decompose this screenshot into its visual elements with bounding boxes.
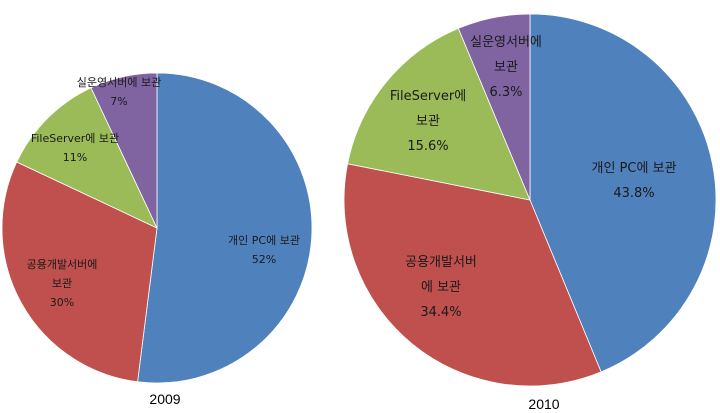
- pie-slice-fileserver: [16, 87, 158, 229]
- slice-value-label-shared-dev-server: 34.4%: [420, 305, 461, 320]
- slice-name-label-production-server: 실운영서버에 보관: [77, 76, 161, 89]
- slice-name-label-production-server: 실운영서버에: [470, 35, 542, 50]
- pie-slice-personal-pc: [137, 72, 313, 384]
- pie-slice-personal-pc: [529, 13, 717, 373]
- pie-slice-shared-dev-server: [343, 163, 602, 387]
- pie-chart-2010: 개인 PC에 보관 43.8% 공용개발서버에 보관 34.4% FileServer에…: [343, 13, 717, 387]
- slice-name-label-shared-dev-server: 에 보관: [421, 280, 461, 295]
- slice-name-label-shared-dev-server: 공용개발서버: [405, 255, 477, 270]
- caption-2010: 2010: [528, 396, 559, 412]
- slice-value-label-personal-pc: 43.8%: [613, 186, 654, 201]
- slice-name-label-personal-pc: 개인 PC에 보관: [592, 161, 677, 176]
- slice-value-label-fileserver: 11%: [63, 151, 87, 164]
- slice-name-label-fileserver: 보관: [416, 114, 440, 129]
- pie-slice-fileserver: [347, 27, 531, 201]
- pie-slice-production-server: [457, 13, 531, 201]
- slice-value-label-production-server: 7%: [110, 95, 127, 108]
- caption-2009: 2009: [149, 391, 180, 407]
- slice-value-label-personal-pc: 52%: [252, 253, 276, 266]
- slice-value-label-shared-dev-server: 30%: [50, 296, 74, 309]
- slice-name-label-fileserver: FileServer에: [390, 89, 466, 104]
- slice-value-label-fileserver: 15.6%: [407, 139, 448, 154]
- slice-name-label-fileserver: FileServer에 보관: [31, 132, 119, 145]
- slice-name-label-personal-pc: 개인 PC에 보관: [228, 234, 300, 247]
- slice-name-label-production-server: 보관: [494, 60, 518, 75]
- slice-name-label-shared-dev-server: 보관: [52, 277, 72, 290]
- slice-value-label-production-server: 6.3%: [489, 85, 522, 100]
- slice-name-label-shared-dev-server: 공용개발서버에: [27, 258, 98, 271]
- pie-slice-shared-dev-server: [1, 161, 158, 383]
- pie-slice-production-server: [90, 72, 158, 229]
